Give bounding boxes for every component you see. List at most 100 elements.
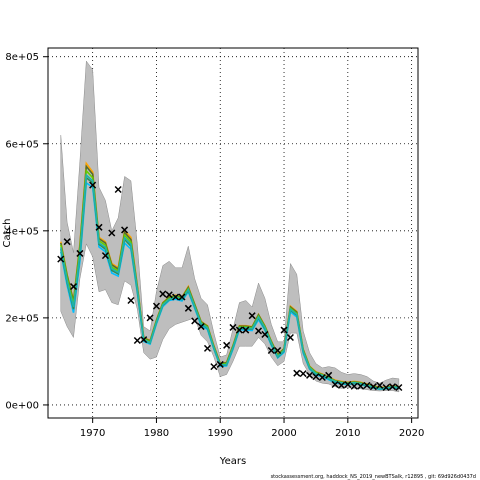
observed-mark (172, 293, 180, 301)
observed-point (146, 314, 154, 322)
observed-point (203, 344, 212, 352)
observed-mark (318, 373, 326, 382)
observed-mark (395, 383, 403, 392)
y-axis-title: Catch (2, 219, 13, 248)
observed-mark (223, 341, 231, 349)
observed-point (350, 382, 358, 390)
observed-point (248, 312, 256, 320)
observed-point (382, 383, 390, 392)
observed-point (210, 363, 218, 371)
observed-mark (286, 333, 294, 342)
observed-point (108, 229, 116, 237)
observed-point (152, 302, 160, 310)
observed-point (331, 380, 339, 389)
y-tick-label: 4e+05 (5, 226, 39, 237)
x-tick-label: 1980 (144, 428, 169, 439)
observed-mark (165, 291, 173, 299)
observed-mark (229, 323, 237, 331)
observed-point (280, 326, 288, 334)
observed-mark (267, 346, 275, 355)
observed-mark (76, 249, 84, 257)
observed-point (306, 371, 314, 379)
observed-mark (127, 296, 135, 305)
observed-mark (69, 283, 78, 291)
observed-mark (178, 293, 186, 301)
observed-point (235, 326, 243, 334)
observed-point (216, 360, 224, 368)
x-tick-label: 2000 (271, 428, 296, 439)
observed-point (242, 326, 250, 334)
observed-point (286, 333, 294, 342)
observed-point (114, 185, 122, 194)
observed-mark (350, 382, 358, 390)
observed-mark (242, 326, 250, 334)
observed-mark (254, 327, 263, 335)
observed-mark (216, 360, 224, 368)
x-tick-label: 2010 (335, 428, 360, 439)
observed-point (121, 226, 129, 234)
observed-point (363, 381, 371, 389)
observed-mark (312, 373, 320, 381)
observed-mark (197, 323, 205, 331)
x-axis-title: Years (219, 456, 246, 467)
observed-point (274, 346, 282, 355)
observed-point (89, 181, 97, 189)
observed-mark (101, 252, 109, 260)
observed-mark (274, 346, 282, 355)
observed-point (191, 317, 199, 325)
observed-point (261, 330, 269, 338)
observed-point (127, 296, 135, 305)
observed-mark (235, 326, 243, 334)
observed-mark (306, 371, 314, 379)
observed-point (337, 381, 345, 389)
observed-point (325, 371, 333, 379)
observed-point (293, 369, 301, 377)
observed-point (165, 291, 173, 299)
x-axis: 1970 1980 1990 2000 2010 2020 (80, 418, 424, 439)
observed-point (197, 323, 205, 331)
observed-point (376, 381, 384, 389)
observed-point (395, 383, 403, 392)
observed-point (140, 336, 148, 344)
observed-point (101, 252, 109, 260)
observed-point (369, 383, 377, 391)
observed-point (388, 383, 397, 391)
observed-point (133, 336, 141, 345)
observed-mark (133, 336, 141, 345)
observed-mark (293, 369, 301, 377)
observed-point (159, 290, 167, 298)
observed-mark (203, 344, 212, 352)
observed-point (299, 370, 307, 378)
observed-mark (357, 382, 365, 390)
observed-mark (57, 255, 65, 263)
observed-point (178, 293, 186, 301)
observed-mark (95, 223, 103, 231)
observed-point (76, 249, 84, 257)
observed-point (172, 293, 180, 301)
observed-mark (363, 381, 371, 389)
observed-point (95, 223, 103, 231)
y-tick-label: 2e+05 (5, 313, 39, 324)
observed-mark (382, 383, 390, 392)
observed-mark (191, 317, 199, 325)
y-tick-label: 8e+05 (5, 52, 39, 63)
observed-point (229, 323, 237, 331)
y-tick-label: 0e+00 (5, 400, 39, 411)
observed-point (344, 380, 352, 389)
observed-mark (152, 302, 160, 310)
observed-point (312, 373, 320, 381)
observed-point (254, 327, 263, 335)
observed-mark (184, 304, 192, 312)
x-tick-label: 1990 (208, 428, 233, 439)
observed-mark (121, 226, 129, 234)
series-line (60, 173, 399, 390)
plot-area (57, 60, 403, 393)
x-tick-label: 1970 (80, 428, 105, 439)
observed-mark (261, 330, 269, 338)
observed-point (357, 382, 365, 390)
observed-mark (140, 336, 148, 344)
observed-mark (369, 383, 377, 391)
observed-mark (344, 380, 352, 389)
observed-mark (376, 381, 384, 389)
